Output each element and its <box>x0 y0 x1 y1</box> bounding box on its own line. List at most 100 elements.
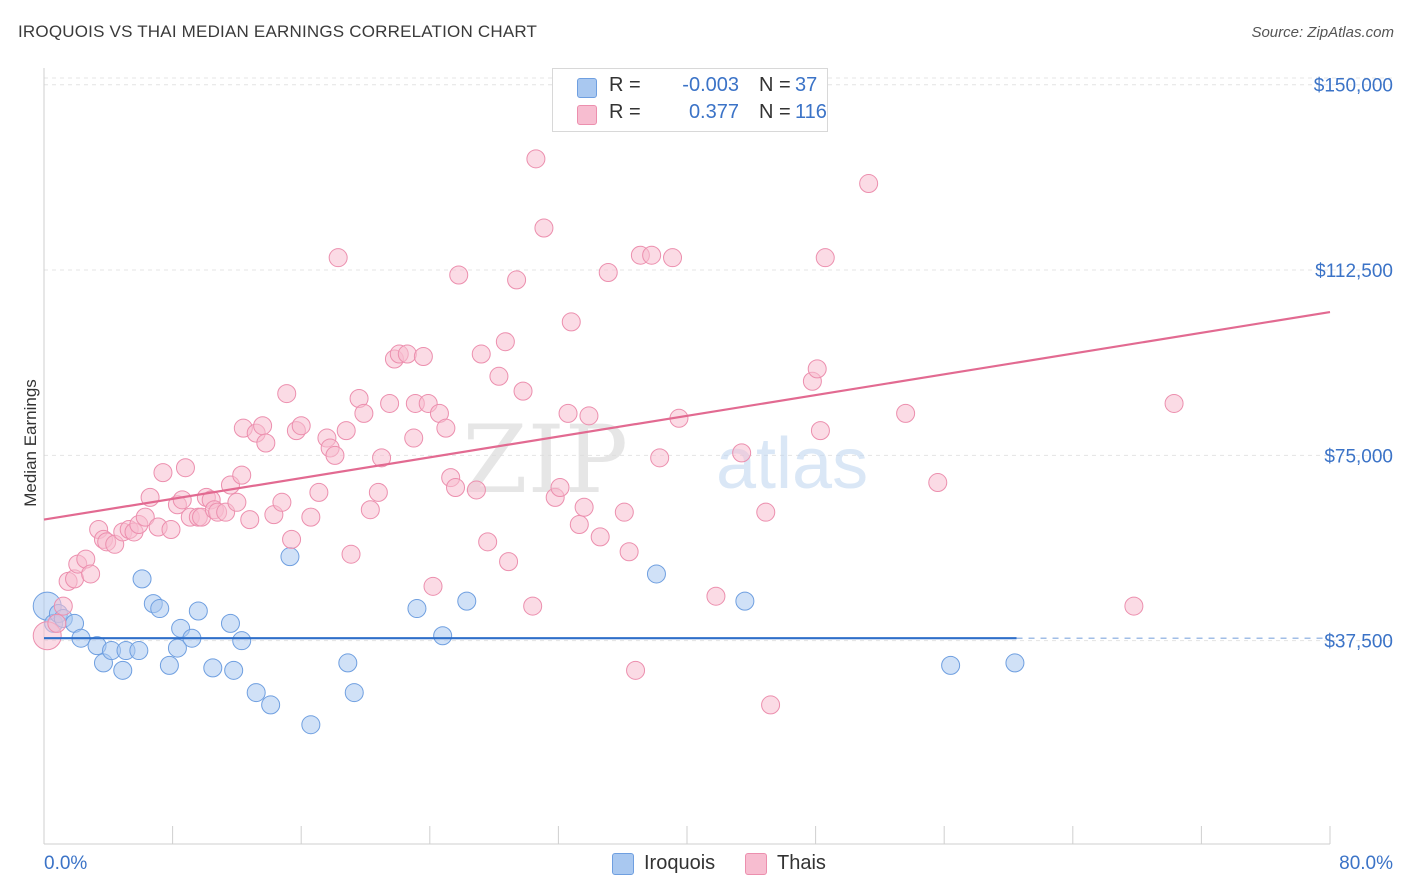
thais-point <box>466 480 486 500</box>
thais-point <box>550 477 570 497</box>
thais-point <box>650 448 670 468</box>
watermark-layer: ZIP atlas <box>462 406 868 515</box>
thais-point <box>256 433 276 453</box>
thais-point <box>301 507 321 527</box>
thais-swatch <box>745 853 767 875</box>
n-label: N = <box>759 101 791 123</box>
thais-point <box>732 443 752 463</box>
thais-point <box>232 465 252 485</box>
n-value: 37 <box>795 74 818 96</box>
source-label: Source: ZipAtlas.com <box>1251 24 1394 41</box>
thais-point <box>354 403 374 423</box>
thais-point <box>368 482 388 502</box>
thais-point <box>619 542 639 562</box>
thais-point <box>928 473 948 493</box>
iroquois-swatch <box>577 78 597 98</box>
series-legend: Iroquois Thais <box>0 852 1406 876</box>
r-value: -0.003 <box>682 74 739 96</box>
thais-point <box>642 245 662 265</box>
thais-point <box>523 596 543 616</box>
iroquois-point <box>301 715 321 735</box>
iroquois-point <box>457 591 477 611</box>
thais-point <box>277 384 297 404</box>
y-axis-label: Median Earnings <box>21 379 40 507</box>
thais-point <box>135 507 155 527</box>
thais-trend-line <box>43 310 1331 521</box>
r-label: R = <box>609 101 641 123</box>
iroquois-point <box>246 683 266 703</box>
thais-point <box>495 332 515 352</box>
iroquois-point <box>159 655 179 675</box>
thais-point <box>153 463 173 483</box>
thais-point <box>513 381 533 401</box>
thais-point <box>175 458 195 478</box>
thais-point <box>810 421 830 441</box>
iroquois-point <box>646 564 666 584</box>
iroquois-swatch <box>612 853 634 875</box>
label-layer: $37,500 $75,000 $112,500 $150,000 0.0% 80.0% M… <box>21 76 1393 874</box>
thais-point <box>558 403 578 423</box>
thais-point <box>436 418 456 438</box>
thais-point <box>569 515 589 535</box>
r-label: R = <box>609 74 641 96</box>
iroquois-point <box>224 660 244 680</box>
legend-label: Iroquois <box>644 852 716 874</box>
r-value: 0.377 <box>688 101 739 123</box>
thais-point <box>372 448 392 468</box>
axis-layer <box>43 68 1331 845</box>
iroquois-point <box>132 569 152 589</box>
x-tick-label-max: 80.0% <box>1339 853 1393 874</box>
thais-point <box>328 248 348 268</box>
iroquois-point <box>280 547 300 567</box>
thais-point <box>756 502 776 522</box>
thais-point <box>53 596 73 616</box>
thais-point <box>499 552 519 572</box>
watermark-zip: ZIP <box>462 406 628 515</box>
thais-point <box>282 529 302 549</box>
iroquois-point <box>261 695 281 715</box>
grid-layer <box>44 77 1392 642</box>
thais-point <box>534 218 554 238</box>
thais-point <box>404 428 424 448</box>
n-label: N = <box>759 74 791 96</box>
thais-point <box>240 510 260 530</box>
thais-point <box>397 344 417 364</box>
chart-title: IROQUOIS VS THAI MEDIAN EARNINGS CORRELA… <box>18 22 538 41</box>
thais-point <box>1164 393 1184 413</box>
iroquois-point <box>338 653 358 673</box>
legend-label: Thais <box>777 852 826 874</box>
thais-point <box>309 482 329 502</box>
thais-point <box>253 416 273 436</box>
thais-point <box>489 366 509 386</box>
iroquois-point <box>407 599 427 619</box>
thais-point <box>341 544 361 564</box>
thais-point <box>526 149 546 169</box>
thais-point <box>561 312 581 332</box>
iroquois-point <box>232 631 252 651</box>
thais-point <box>1124 596 1144 616</box>
thais-swatch <box>577 105 597 125</box>
iroquois-point <box>203 658 223 678</box>
iroquois-point <box>941 655 961 675</box>
n-value: 116 <box>795 101 827 123</box>
thais-point <box>471 344 491 364</box>
thais-point <box>161 519 181 539</box>
thais-point <box>172 490 192 510</box>
thais-point <box>663 248 683 268</box>
thais-point <box>614 502 634 522</box>
watermark-atlas: atlas <box>716 424 868 504</box>
correlation-legend: R = -0.003 N = 37 R = 0.377 N = 116 <box>552 68 828 132</box>
iroquois-point <box>150 599 170 619</box>
thais-point <box>291 416 311 436</box>
y-tick-label: $150,000 <box>1314 76 1393 97</box>
thais-point <box>507 270 527 290</box>
thais-point <box>325 445 345 465</box>
iroquois-point <box>129 641 149 661</box>
thais-point <box>227 492 247 512</box>
y-tick-label: $75,000 <box>1324 446 1393 467</box>
thais-point <box>423 576 443 596</box>
trend-layer <box>43 310 1331 640</box>
thais-point <box>859 174 879 194</box>
thais-point <box>360 500 380 520</box>
